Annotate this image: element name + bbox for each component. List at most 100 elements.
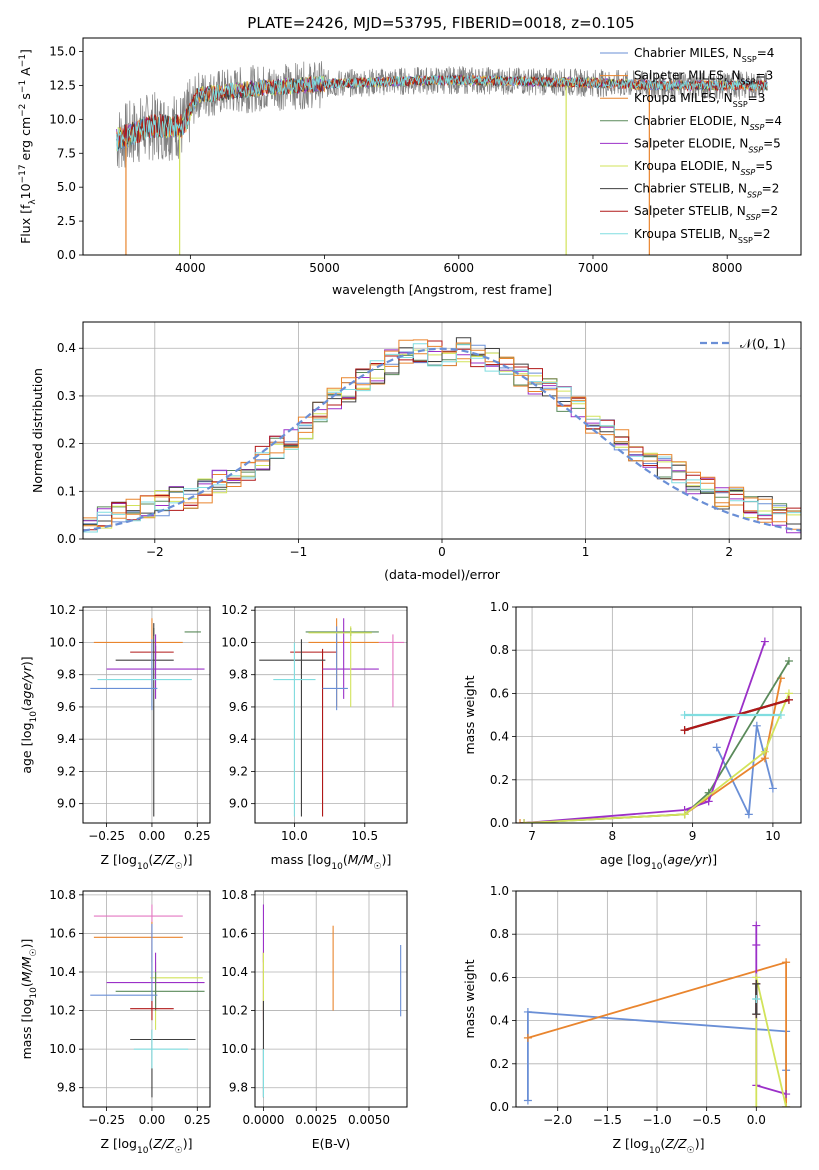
y-tick-label: 10.4 [221, 965, 248, 979]
y-tick-label: 10.4 [49, 965, 76, 979]
weight-marker [782, 958, 791, 967]
x-axis-label: wavelength [Angstrom, rest frame] [332, 282, 552, 297]
y-tick-label: 5.0 [57, 180, 76, 194]
y-tick-label: 9.6 [57, 700, 76, 714]
weight-marker [680, 711, 689, 719]
axes-mass_vs_ebv: 0.0000 0.0025 0.0050 9.8 10.0 10.2 10.4 10.6 10.… [221, 888, 408, 1151]
y-tick-label: 0.0 [490, 1100, 509, 1114]
plot-area-age_vs_mass [259, 618, 405, 817]
y-tick-label: 10.0 [49, 112, 76, 126]
y-tick-label: 10.0 [221, 1042, 248, 1056]
weight-marker [523, 1007, 532, 1016]
axes-frame [515, 606, 802, 824]
axes-age_vs_mass: 10.0 10.5 9.0 9.2 9.4 9.6 9.8 10.0 10.2 mass [log… [221, 603, 408, 872]
y-tick-label: 1.0 [490, 600, 509, 614]
y-tick-label: 0.4 [57, 341, 76, 355]
x-tick-label: 6000 [444, 261, 475, 275]
y-tick-label: 0.1 [57, 484, 76, 498]
axes-age_vs_Z: −0.25 0.00 0.25 9.0 9.2 9.4 9.6 9.8 10.0 10.2 Z [l… [19, 603, 211, 872]
x-axis-label: Z [log10(Z/Z☉)] [613, 1136, 705, 1156]
weight-marker [768, 784, 777, 793]
axes-mass_weight_vs_Z: −2.0 −1.5 −1.0 −0.5 0.0 0.0 0.2 0.4 0.6 0.8 1.0 Z [… [462, 884, 802, 1156]
x-tick-label: 10.5 [351, 829, 378, 843]
axes-frame [254, 890, 408, 1108]
x-axis-label: E(B-V) [312, 1136, 351, 1151]
weight-marker [760, 747, 769, 756]
y-tick-label: 10.2 [49, 1004, 76, 1018]
legend-label: Kroupa STELIB, NSSP=2 [634, 227, 771, 245]
x-tick-label: 0.25 [184, 829, 211, 843]
x-tick-label: −2.0 [543, 1113, 572, 1127]
x-tick-label: 10.0 [281, 829, 308, 843]
x-tick-label: 0 [438, 545, 446, 559]
y-tick-label: 10.0 [49, 1042, 76, 1056]
y-tick-label: 0.2 [57, 437, 76, 451]
y-tick-label: 10.6 [49, 926, 76, 940]
x-tick-label: −1.0 [642, 1113, 671, 1127]
legend-label: Chabrier STELIB, NSSP=2 [634, 182, 779, 200]
weight-marker [704, 797, 713, 806]
axes-frame [82, 321, 802, 540]
figure-title: PLATE=2426, MJD=53795, FIBERID=0018, z=0… [247, 14, 634, 32]
y-tick-label: 10.8 [221, 888, 248, 902]
weight-marker [784, 657, 793, 665]
plot-area-mass_weight_vs_Z [523, 921, 791, 1107]
x-tick-label: 8 [609, 829, 617, 843]
plot-area-residual_hist [83, 337, 801, 539]
axes-frame [82, 37, 802, 256]
legend-label: Kroupa ELODIE, NSSP=5 [634, 159, 773, 177]
y-tick-label: 10.2 [221, 603, 248, 617]
y-tick-label: 0.3 [57, 389, 76, 403]
legend-label: Chabrier MILES, NSSP=4 [634, 46, 774, 64]
x-tick-label: 10 [765, 829, 780, 843]
x-tick-label: −0.25 [88, 1113, 125, 1127]
axes-mass_weight_vs_age: 7 8 9 10 0.0 0.2 0.4 0.6 0.8 1.0 age [log10(age/yr… [462, 600, 802, 872]
weight-marker [752, 979, 761, 988]
plot-area-mass_weight_vs_age [516, 637, 793, 823]
axes-frame [515, 890, 802, 1108]
x-tick-label: 0.0050 [348, 1113, 390, 1127]
axes-frame [82, 890, 211, 1108]
axes-residual_hist: −2 −1 0 1 2 0.0 0.1 0.2 0.3 0.4 𝒩(0, 1) (data-model… [30, 321, 802, 582]
y-tick-label: 9.8 [229, 668, 248, 682]
y-tick-label: 7.5 [57, 146, 76, 160]
x-tick-label: 0.0025 [295, 1113, 337, 1127]
weight-series-3 [523, 641, 766, 823]
x-tick-label: 7000 [578, 261, 609, 275]
plot-area-spectrum [116, 61, 768, 255]
y-tick-label: 0.2 [490, 773, 509, 787]
y-tick-label: 10.2 [49, 603, 76, 617]
weight-marker [752, 941, 761, 949]
y-axis-label: mass weight [462, 959, 477, 1038]
x-tick-label: 0.00 [139, 829, 166, 843]
x-axis-label: age [log10(age/yr)] [600, 852, 717, 872]
weight-marker [784, 695, 793, 704]
axes-spectrum: 4000 5000 6000 7000 8000 0.0 2.5 5.0 7.5 10.0 12.5… [18, 37, 802, 297]
y-tick-label: 9.0 [57, 797, 76, 811]
weight-marker [523, 1096, 532, 1105]
legend-label: Kroupa MILES, NSSP=3 [634, 91, 765, 109]
y-tick-label: 0.0 [57, 248, 76, 262]
axes-mass_vs_Z: −0.25 0.00 0.25 9.8 10.0 10.2 10.4 10.6 10.8 Z [l… [19, 888, 211, 1156]
histogram-series-5 [83, 337, 801, 539]
y-tick-label: 9.6 [229, 700, 248, 714]
x-tick-label: 0.25 [184, 1113, 211, 1127]
y-axis-label: mass [log10(M/M☉)] [19, 939, 39, 1060]
axes-frame [254, 606, 408, 824]
y-tick-label: 0.6 [490, 686, 509, 700]
x-tick-label: −1.5 [593, 1113, 622, 1127]
x-tick-label: 5000 [309, 261, 340, 275]
x-tick-label: −2 [146, 545, 164, 559]
weight-marker [782, 1103, 791, 1107]
y-tick-label: 0.6 [490, 970, 509, 984]
x-tick-label: 2 [725, 545, 733, 559]
x-tick-label: 0.0000 [242, 1113, 284, 1127]
y-tick-label: 10.2 [221, 1004, 248, 1018]
y-tick-label: 9.8 [57, 668, 76, 682]
weight-marker [523, 1033, 532, 1042]
x-axis-label: Z [log10(Z/Z☉)] [101, 852, 193, 872]
x-axis-label: mass [log10(M/M☉)] [271, 852, 392, 872]
weight-marker [744, 810, 753, 819]
y-tick-label: 0.8 [490, 927, 509, 941]
plot-area-age_vs_Z [90, 618, 205, 817]
